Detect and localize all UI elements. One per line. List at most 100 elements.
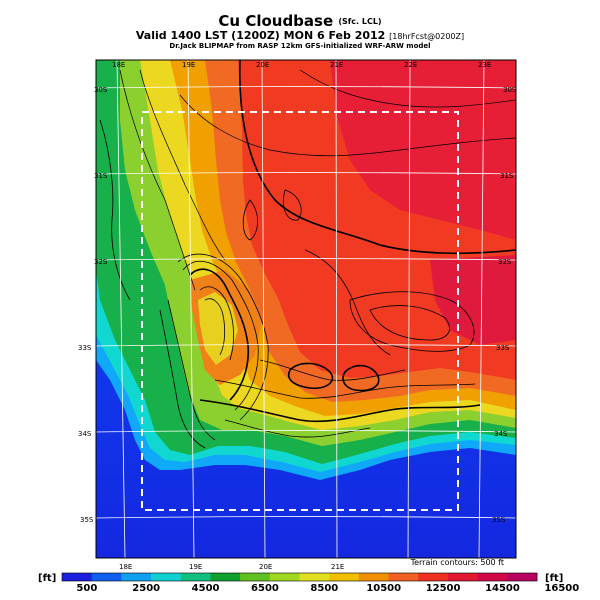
lat-labels-left: 30S 31S 32S 33S 34S 35S (78, 86, 108, 524)
lon-label-top: 18E (112, 61, 125, 69)
colorbar-label: 2500 (132, 583, 161, 594)
contour-line (199, 399, 481, 423)
colorbar-label: 4500 (191, 583, 220, 594)
lon-label-bottom: 19E (189, 563, 202, 571)
lon-labels-bottom: 18E 19E 20E 21E (119, 563, 344, 571)
parallel-line (95, 86, 517, 89)
colorbar-label: 6500 (251, 583, 279, 594)
contour-line (259, 359, 406, 381)
contour-line (342, 364, 380, 392)
contour-line (119, 69, 196, 291)
parallel-line (95, 258, 517, 261)
lon-label-bottom: 20E (259, 563, 272, 571)
contour-line (189, 268, 250, 401)
title-main: Cu Cloudbase (218, 12, 334, 30)
colorbar-swatch (299, 573, 330, 581)
colorbar-swatch (240, 573, 271, 581)
valid-suffix: [18hrFcst@0200Z] (389, 32, 465, 41)
colorbar-swatch (329, 573, 360, 581)
lat-label-left: 33S (78, 344, 92, 352)
contour-line (349, 291, 475, 352)
meridian-line (261, 59, 266, 559)
colorbar-swatch (151, 573, 182, 581)
colorbar-label: 500 (76, 583, 98, 594)
lon-labels-top: 18E 19E 20E 21E 22E 23E (112, 61, 491, 69)
map-frame (95, 59, 517, 559)
contour-line (182, 261, 259, 411)
parallel-line (95, 430, 517, 433)
lat-label-right: 33S (496, 344, 510, 352)
lat-label-left: 32S (94, 258, 108, 266)
lon-label-top: 19E (182, 61, 195, 69)
title-suffix: (Sfc. LCL) (338, 17, 382, 26)
contour-line (304, 249, 391, 356)
colorbar-frame (61, 572, 538, 582)
colorbar (61, 572, 538, 582)
valid-text: Valid 1400 LST (1200Z) MON 6 Feb 2012 (135, 29, 386, 42)
lat-label-right: 35S (492, 516, 506, 524)
lat-label-right: 34S (494, 430, 508, 438)
map-title: Cu Cloudbase (Sfc. LCL) (0, 12, 600, 30)
lon-label-top: 23E (478, 61, 491, 69)
contour-line (199, 286, 234, 361)
contour-line (238, 60, 516, 255)
lat-label-right: 31S (500, 172, 514, 180)
colorbar-swatch (210, 573, 241, 581)
parallel-line (95, 344, 517, 347)
lon-label-top: 22E (404, 61, 417, 69)
contour-line (179, 94, 516, 157)
lat-label-right: 30S (503, 86, 517, 94)
lon-label-top: 21E (330, 61, 343, 69)
parallel-line (95, 172, 517, 175)
contour-line (288, 362, 334, 390)
land-deepred-north (330, 60, 516, 240)
contour-line (214, 379, 476, 399)
contour-line (299, 69, 516, 108)
meridian-line (335, 59, 338, 559)
lat-label-left: 34S (78, 430, 92, 438)
lon-label-top: 20E (256, 61, 269, 69)
colorbar-unit-right: [ft] (545, 573, 564, 584)
colorbar-swatch (62, 573, 93, 581)
colorbar-swatch (418, 573, 449, 581)
contour-line (242, 199, 258, 241)
colorbar-swatch (91, 573, 122, 581)
map-field (96, 60, 516, 558)
meridian-line (478, 59, 485, 559)
colorbar-swatch (447, 573, 479, 581)
colorbar-swatch (388, 573, 419, 581)
colorbar-label: 16500 (544, 583, 580, 594)
colorbar-label: 10500 (366, 583, 402, 594)
lon-label-bottom: 18E (119, 563, 132, 571)
lon-label-bottom: 21E (331, 563, 344, 571)
colorbar-swatch (358, 573, 389, 581)
inland-basin-yellow (198, 292, 238, 365)
meridian-line (187, 59, 195, 559)
contour-line (139, 69, 226, 261)
colorbar-label: 8500 (310, 583, 339, 594)
lat-label-left: 30S (94, 86, 108, 94)
lat-label-left: 31S (94, 172, 108, 180)
land-deepred-east (430, 255, 516, 345)
colorbar-swatch (269, 573, 300, 581)
meridian-line (407, 59, 411, 559)
colorbar-label: 14500 (485, 583, 520, 594)
contour-line (369, 305, 450, 341)
colorbar-swatch (477, 573, 508, 581)
inner-domain-box (141, 111, 459, 511)
contour-line (99, 119, 131, 301)
valid-line: Valid 1400 LST (1200Z) MON 6 Feb 2012 [1… (0, 29, 600, 42)
graticule (95, 59, 517, 559)
credit-line: Dr.Jack BLIPMAP from RASP 12km GFS-initi… (169, 42, 431, 50)
contour-line (224, 419, 371, 438)
colorbar-swatch (507, 573, 538, 581)
parallel-line (95, 516, 517, 519)
lat-label-left: 35S (80, 516, 94, 524)
colorbar-swatch (121, 573, 152, 581)
meridian-line (116, 59, 126, 559)
lat-labels-right: 30S 31S 32S 33S 34S 35S (492, 86, 517, 524)
lat-label-right: 32S (498, 258, 512, 266)
contour-line (177, 253, 269, 421)
colorbar-swatch (180, 573, 211, 581)
